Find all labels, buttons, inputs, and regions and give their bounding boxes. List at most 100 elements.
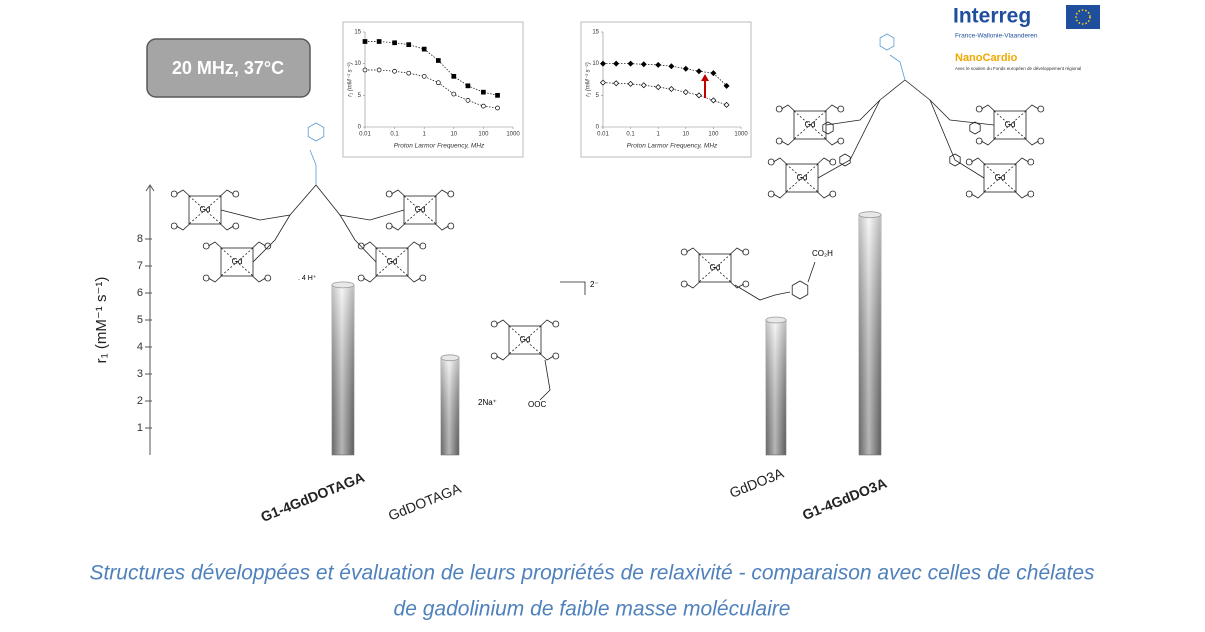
x-tick-label: 1 xyxy=(423,132,427,138)
bar-shade xyxy=(332,284,354,455)
arm xyxy=(781,104,795,112)
arm xyxy=(220,223,234,231)
arm xyxy=(1025,138,1039,146)
bar-cap xyxy=(765,316,787,324)
point xyxy=(376,39,382,44)
x-tick-label: 0.01 xyxy=(597,132,609,138)
point xyxy=(627,80,634,87)
carboxyl xyxy=(357,274,365,282)
arm xyxy=(435,189,449,197)
arm xyxy=(1015,157,1029,165)
bond xyxy=(508,325,542,355)
y-tick-label: 0 xyxy=(358,125,362,131)
metal-label: Gd xyxy=(520,335,531,344)
point xyxy=(682,89,689,96)
carboxyl xyxy=(680,248,688,256)
counterion: 2Na⁺ xyxy=(478,398,497,407)
arm xyxy=(773,157,787,165)
arm xyxy=(363,241,377,249)
arm xyxy=(407,275,421,283)
acid: CO₂H xyxy=(812,249,833,258)
linker xyxy=(825,79,995,126)
fit-line xyxy=(365,41,498,96)
charge: 2⁻ xyxy=(590,280,599,289)
point xyxy=(640,82,647,89)
y-tick-label: 10 xyxy=(592,61,599,67)
arm xyxy=(825,104,839,112)
point xyxy=(392,68,397,74)
carboxyl xyxy=(1037,137,1045,145)
point xyxy=(613,60,620,67)
linker xyxy=(309,149,317,185)
carboxyl xyxy=(385,222,393,230)
point xyxy=(695,68,702,75)
metal-label: Gd xyxy=(797,173,808,182)
carboxyl xyxy=(965,190,973,198)
arm xyxy=(252,275,266,283)
carboxyl xyxy=(837,137,845,145)
arm xyxy=(391,189,405,197)
bar-cap xyxy=(331,281,355,289)
carboxyl xyxy=(742,280,750,288)
condition-box xyxy=(146,38,311,98)
x-tick-label: 0.1 xyxy=(390,132,399,138)
arm xyxy=(391,223,405,231)
arm xyxy=(496,319,510,327)
benzene-ring xyxy=(822,121,834,135)
carboxyl xyxy=(490,352,498,360)
carboxyl xyxy=(447,222,455,230)
arm xyxy=(220,189,234,197)
point xyxy=(406,70,412,76)
x-tick-label: G1-4GdDOTAGA xyxy=(258,469,366,525)
y-tick-label: 4 xyxy=(137,341,143,353)
arm xyxy=(1025,104,1039,112)
carboxyl xyxy=(767,158,775,166)
arm xyxy=(540,319,554,327)
carboxyl xyxy=(767,190,775,198)
x-axis-title: Proton Larmor Frequency, MHz xyxy=(394,143,485,150)
y-tick-label: 10 xyxy=(354,61,361,67)
arm xyxy=(781,138,795,146)
carboxyl xyxy=(232,190,240,198)
x-tick-label: G1-4GdDO3A xyxy=(800,475,889,523)
point xyxy=(723,82,730,89)
linker xyxy=(929,99,985,179)
eu-flag xyxy=(1066,5,1100,29)
metal-label: Gd xyxy=(995,173,1006,182)
y-tick-label: 5 xyxy=(358,93,362,99)
carboxyl xyxy=(829,158,837,166)
logo-subtitle: France-Wallonie-Vlaanderen xyxy=(955,33,1038,40)
point xyxy=(465,83,471,89)
point xyxy=(451,73,457,79)
carboxyl xyxy=(264,242,272,250)
carboxylate: OOC xyxy=(528,400,546,409)
carboxyl xyxy=(680,280,688,288)
point xyxy=(668,86,675,92)
y-tick-label: 6 xyxy=(137,287,143,299)
condition-label: 20 MHz, 37°C xyxy=(172,58,284,78)
y-tick-label: 15 xyxy=(592,30,599,36)
point xyxy=(421,46,427,52)
x-tick-label: 100 xyxy=(708,132,719,138)
x-tick-label: 1000 xyxy=(506,132,520,138)
carboxyl xyxy=(419,274,427,282)
benzene-ring xyxy=(879,33,895,51)
y-tick-label: 0 xyxy=(596,125,600,131)
metal-label: Gd xyxy=(415,205,426,214)
carboxyl xyxy=(775,105,783,113)
carboxyl xyxy=(202,242,210,250)
carboxyl xyxy=(447,190,455,198)
point xyxy=(481,89,486,95)
arm xyxy=(981,138,995,146)
arm xyxy=(730,281,744,289)
metal-label: Gd xyxy=(232,257,243,266)
x-tick-label: 10 xyxy=(682,132,689,138)
y-tick-label: 5 xyxy=(596,93,600,99)
logo-project: NanoCardio xyxy=(955,52,1018,64)
arm xyxy=(208,275,222,283)
arm xyxy=(252,241,266,249)
arm xyxy=(825,138,839,146)
bond xyxy=(188,195,222,225)
arm xyxy=(981,104,995,112)
point xyxy=(710,70,717,77)
